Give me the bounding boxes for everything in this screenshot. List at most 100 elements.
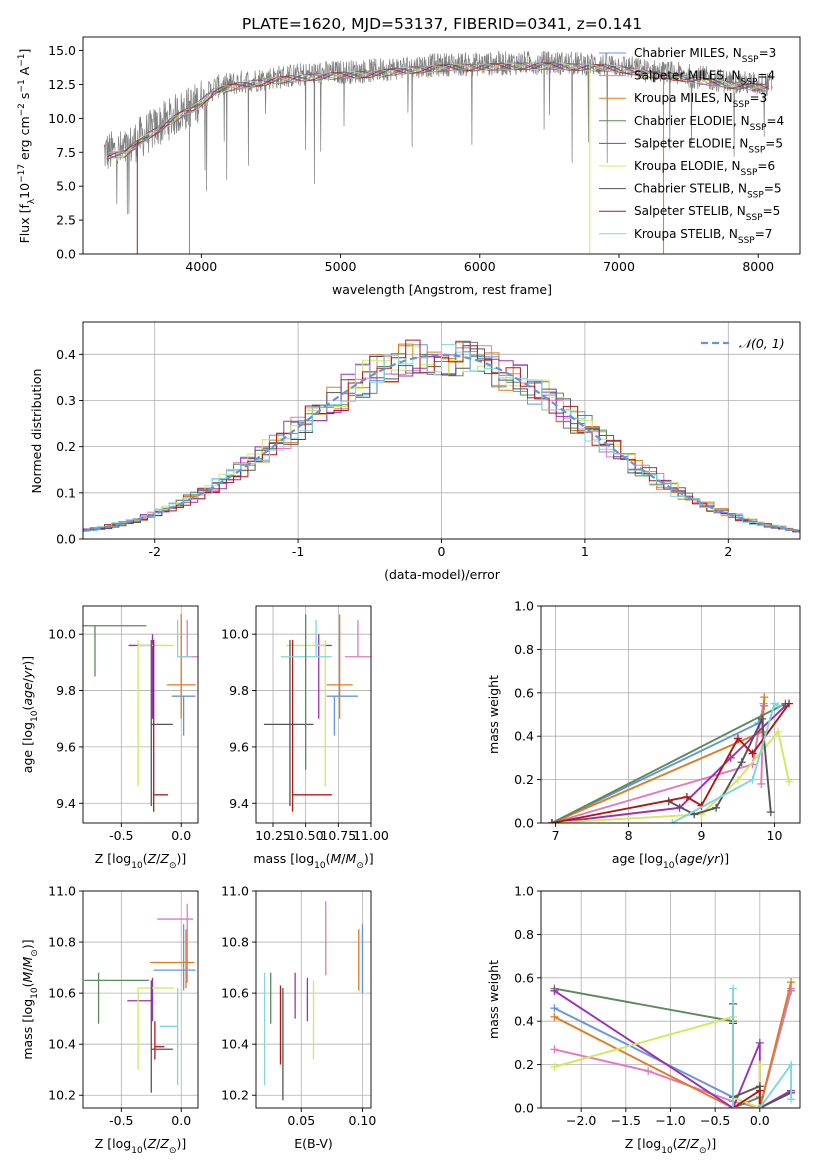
mass_vs_EBV-axes [256,890,371,1108]
xtick-label: 8 [625,828,633,843]
xtick-label: 10.50 [288,828,324,843]
y-axis-label: Normed distribution [29,369,44,494]
figure-title: PLATE=1620, MJD=53137, FIBERID=0341, z=0… [242,15,642,33]
label-part: SSP [741,78,758,88]
plus-marker [785,777,794,786]
label-part: −2 [17,103,27,116]
label-part: age [log [612,851,663,866]
label-part: SSP [748,145,765,155]
plus-marker [757,779,766,788]
label-part: ⊙ [356,861,364,871]
ytick-label: 0.2 [514,1057,534,1072]
ytick-label: 10.8 [48,935,76,950]
xtick-label: 9 [698,828,706,843]
ytick-label: 9.6 [229,739,249,754]
mass_vs_EBV-frame: 0.05 0.10 10.2 10.4 10.6 10.8 11.0 E(B-V) [221,884,376,1152]
label-part: / [156,1136,161,1151]
label-part: ( [20,706,35,711]
label-part: SSP [738,236,755,246]
ytick-label: 0.6 [514,970,534,985]
mass-weight-line [551,703,765,823]
plus-marker [748,775,757,784]
mass_vs_EBV-plot [263,901,364,1101]
plus-marker [712,803,721,812]
age_vs_mass-plot [263,614,371,812]
xtick-label: 10.25 [255,828,291,843]
plus-marker [550,986,559,995]
ytick-label: 11.0 [48,884,76,899]
xtick-label: 0.0 [171,1113,191,1128]
ytick-label: 0.4 [56,347,76,362]
xtick-label: 11.00 [353,828,389,843]
model-spectrum-line [108,62,769,159]
plus-marker [787,1095,796,1104]
ytick-label: 10.0 [48,627,76,642]
y-axis-label: mass [log10(M/M⊙)] [20,939,40,1059]
label-part: ⊙ [699,1146,707,1156]
label-part: Z [log [625,1136,661,1151]
label-part: λ [27,198,37,204]
label-part: ( [20,983,35,988]
label-part: / [686,1136,691,1151]
plus-marker [550,1062,559,1071]
label-part: Salpeter MILES, N [634,69,741,83]
plus-marker [547,819,556,823]
xtick-label: 0.0 [750,1113,770,1128]
model-spectrum-line [107,62,770,159]
age_vs_Z-frame: -0.5 0.09.49.69.810.0Z [log10(Z/Z⊙)]age [… [20,605,199,871]
xtick-label: 7000 [603,259,635,274]
mass-weight-line [671,702,779,823]
xtick-label: -1 [292,544,304,559]
xtick-label: 1 [581,544,589,559]
age_vs_Z-plot [83,614,198,812]
mass_vs_Z-axes [83,890,198,1108]
plus-marker [755,1086,764,1095]
ytick-label: 0.2 [514,772,534,787]
ytick-label: 0.4 [514,1014,534,1029]
axes-frame [255,890,372,1109]
label-part: SSP [746,213,763,223]
ytick-label: 0.6 [514,685,534,700]
age_vs_mass-axes [256,606,372,823]
label-part: =5 [765,136,783,150]
xtick-label: 0.0 [171,828,191,843]
ytick-label: 10.2 [48,1088,76,1103]
plus-marker [550,1004,559,1013]
xtick-label: -0.5 [109,828,133,843]
mass-weight-line [553,990,792,1108]
xtick-label: -2 [148,544,160,559]
ytick-label: 9.8 [229,683,249,698]
histogram-step [83,339,800,533]
mass_weight_vs_Z-frame: −2.0 −1.5 −1.0 −0.5 0.0 0.0 0.2 0.4 0.6 0.8 1.0 Z [… [486,884,801,1156]
legend-entry: Kroupa MILES, NSSP=3 [634,91,767,110]
x-axis-label: age [log10(age/yr)] [612,851,729,871]
mass-weight-line [553,990,793,1108]
xtick-label: 4000 [185,259,217,274]
label-part: Kroupa ELODIE, N [634,159,741,173]
label-part: ( [673,1136,678,1151]
ytick-label: 0.8 [514,642,534,657]
mass-weight-line [551,705,787,823]
xtick-label: 8000 [742,259,774,274]
label-part: / [341,851,346,866]
label-part: −1 [17,79,27,92]
label-part: ⊙ [169,1146,177,1156]
label-part: 10 [314,861,326,871]
xtick-label: -0.5 [109,1113,133,1128]
mass_weight_vs_Z-plot [550,978,796,1108]
label-part: =3 [759,46,777,60]
label-part: SSP [733,100,750,110]
plus-marker [668,819,677,823]
y-axis-label: mass weight [486,675,501,754]
axes-frame [255,605,372,824]
ytick-label: 0.0 [514,1101,534,1116]
label-part: age [679,851,703,866]
label-part: )] [364,851,374,866]
legend-entry: Chabrier MILES, NSSP=3 [634,46,776,65]
axes-frame [540,605,801,824]
plus-marker [682,792,691,801]
label-part: )] [176,1136,186,1151]
label-part: / [20,677,35,682]
plus-marker [737,758,746,767]
label-part: 10 [131,1146,143,1156]
